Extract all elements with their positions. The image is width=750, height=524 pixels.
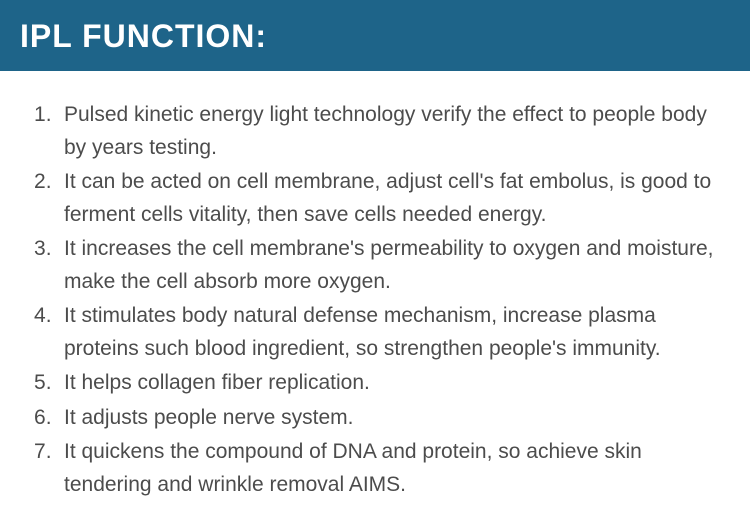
list-item: It increases the cell membrane's permeab… — [34, 233, 716, 298]
header-bar: IPL FUNCTION: — [0, 0, 750, 71]
list-item-text: It adjusts people nerve system. — [64, 406, 353, 429]
list-item-text: It can be acted on cell membrane, adjust… — [64, 170, 711, 226]
list-item-text: It helps collagen fiber replication. — [64, 371, 370, 394]
list-item: Pulsed kinetic energy light technology v… — [34, 99, 716, 164]
list-item-text: It stimulates body natural defense mecha… — [64, 304, 661, 360]
page-title: IPL FUNCTION: — [20, 18, 730, 55]
list-item: It adjusts people nerve system. — [34, 402, 716, 435]
list-item-text: It quickens the compound of DNA and prot… — [64, 440, 642, 496]
list-item-text: It increases the cell membrane's permeab… — [64, 237, 713, 293]
list-item-text: Pulsed kinetic energy light technology v… — [64, 103, 707, 159]
list-item: It quickens the compound of DNA and prot… — [34, 436, 716, 501]
list-item: It can be acted on cell membrane, adjust… — [34, 166, 716, 231]
function-list: Pulsed kinetic energy light technology v… — [34, 99, 716, 502]
list-item: It stimulates body natural defense mecha… — [34, 300, 716, 365]
list-item: It helps collagen fiber replication. — [34, 367, 716, 400]
content-area: Pulsed kinetic energy light technology v… — [0, 71, 750, 524]
